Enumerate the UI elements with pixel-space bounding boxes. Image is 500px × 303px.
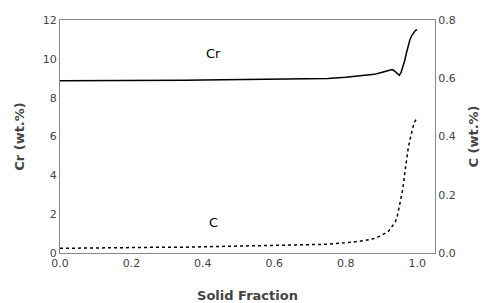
svg-text:Cr: Cr [206, 46, 221, 61]
svg-text:8: 8 [50, 92, 57, 105]
svg-text:C (wt.%): C (wt.%) [466, 105, 481, 167]
svg-text:4: 4 [50, 169, 57, 182]
svg-text:0.0: 0.0 [51, 257, 69, 270]
svg-text:12: 12 [43, 14, 57, 27]
svg-text:1.0: 1.0 [408, 257, 426, 270]
svg-text:0.8: 0.8 [337, 257, 355, 270]
svg-text:0.2: 0.2 [438, 189, 456, 202]
svg-text:0.0: 0.0 [438, 247, 456, 260]
svg-text:Solid Fraction: Solid Fraction [197, 288, 298, 303]
svg-text:0.4: 0.4 [438, 130, 456, 143]
svg-text:0: 0 [50, 247, 57, 260]
svg-text:0.2: 0.2 [123, 257, 141, 270]
svg-text:6: 6 [50, 130, 57, 143]
svg-text:2: 2 [50, 208, 57, 221]
svg-text:C: C [209, 215, 218, 230]
svg-text:0.6: 0.6 [266, 257, 284, 270]
svg-text:10: 10 [43, 53, 57, 66]
svg-text:0.4: 0.4 [194, 257, 212, 270]
svg-text:Cr (wt.%): Cr (wt.%) [12, 102, 27, 171]
svg-text:0.6: 0.6 [438, 72, 456, 85]
svg-text:0.8: 0.8 [438, 14, 456, 27]
